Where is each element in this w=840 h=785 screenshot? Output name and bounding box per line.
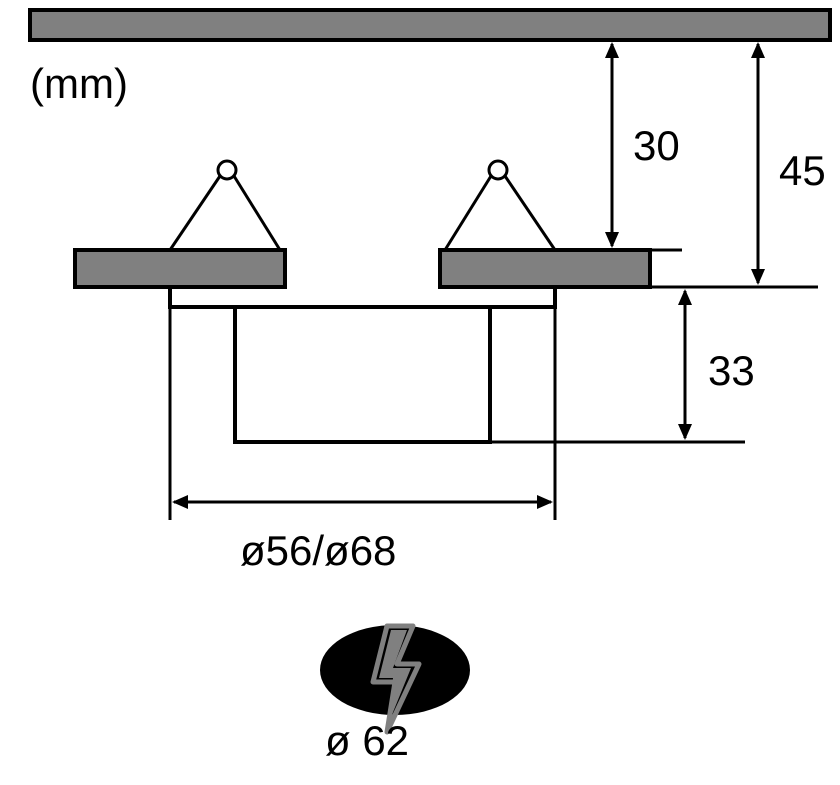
- spring-left-pivot: [218, 161, 236, 179]
- mount-plate-left: [75, 250, 285, 287]
- drill-label: ø 62: [325, 717, 409, 764]
- dim30-label: 30: [633, 122, 680, 169]
- mount-plate-right: [440, 250, 650, 287]
- spring-right-arm-l: [445, 176, 491, 250]
- lamp-body: [235, 307, 490, 442]
- spring-left-arm-r: [234, 176, 280, 250]
- flange: [170, 287, 555, 307]
- spring-left-arm-l: [170, 176, 220, 250]
- unit-label: (mm): [30, 60, 128, 107]
- dim33-label: 33: [708, 347, 755, 394]
- dim45-label: 45: [779, 147, 826, 194]
- technical-drawing: (mm) 30 45 33 ø56/ø68 ø 62: [0, 0, 840, 785]
- spring-right-pivot: [489, 161, 507, 179]
- ceiling-bar: [30, 10, 830, 40]
- diagram-stage: (mm) 30 45 33 ø56/ø68 ø 62: [0, 0, 840, 785]
- spring-right-arm-r: [505, 176, 555, 250]
- dimh-label: ø56/ø68: [240, 527, 396, 574]
